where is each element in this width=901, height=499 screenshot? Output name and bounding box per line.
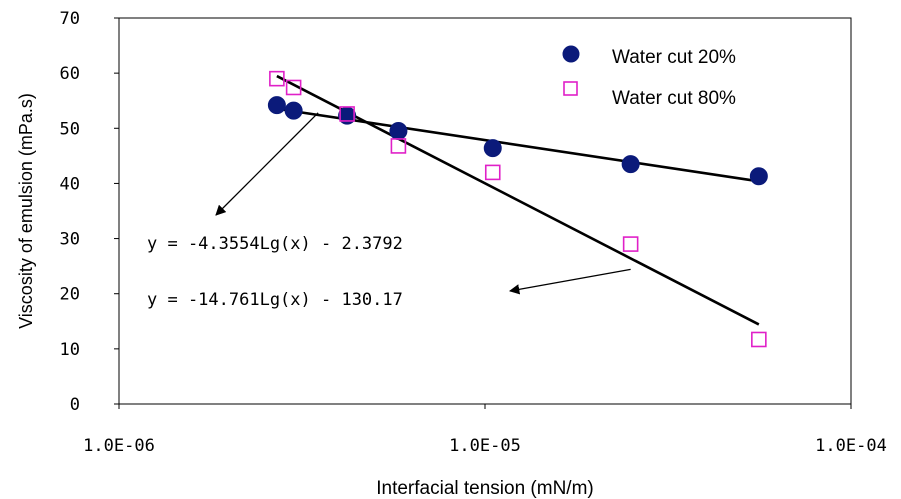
trendlines <box>276 74 760 326</box>
point-wc80 <box>269 70 285 87</box>
trendline-20 <box>276 107 760 183</box>
point-wc80 <box>339 106 355 122</box>
y-tick-label: 60 <box>60 64 80 84</box>
point-wc20 <box>284 101 303 120</box>
plot-area <box>118 17 852 405</box>
x-tick-label: 1.0E-06 <box>83 436 155 456</box>
y-tick-label: 30 <box>60 230 80 250</box>
legend: Water cut 20% Water cut 80% <box>562 45 736 109</box>
annotation-arrow-80 <box>508 268 631 295</box>
equation-label-80: y = -14.761Lg(x) - 130.17 <box>147 290 403 310</box>
x-axis-label: Interfacial tension (mN/m) <box>376 478 594 499</box>
x-axis: 1.0E-06 1.0E-05 1.0E-04 <box>83 404 887 456</box>
legend-marker-20 <box>562 45 580 63</box>
y-tick-label: 40 <box>60 174 80 194</box>
y-axis-label: Viscosity of emulsion (mPa.s) <box>16 93 36 329</box>
equation-annotations: y = -4.3554Lg(x) - 2.3792 y = -14.761Lg(… <box>147 112 631 310</box>
trendline-80 <box>276 74 760 326</box>
x-tick-label: 1.0E-05 <box>449 436 521 456</box>
legend-label-20: Water cut 20% <box>612 47 736 68</box>
point-wc80 <box>390 138 407 154</box>
point-wc80 <box>751 331 767 348</box>
y-tick-label: 20 <box>60 285 80 305</box>
y-tick-label: 0 <box>70 395 80 415</box>
plot-frame <box>118 17 852 405</box>
y-tick-label: 70 <box>60 9 80 29</box>
equation-label-20: y = -4.3554Lg(x) - 2.3792 <box>147 234 403 254</box>
data-points <box>267 70 768 348</box>
point-wc20 <box>483 139 502 158</box>
point-wc20 <box>621 155 640 174</box>
point-wc80 <box>622 236 639 252</box>
x-tick-label: 1.0E-04 <box>815 436 887 456</box>
point-wc80 <box>484 164 501 181</box>
y-tick-label: 10 <box>60 340 80 360</box>
point-wc80 <box>285 79 302 96</box>
y-axis: 0 10 20 30 40 50 60 70 <box>60 9 119 415</box>
point-wc20 <box>749 167 768 186</box>
legend-marker-80 <box>563 81 578 96</box>
point-wc20 <box>267 96 286 115</box>
legend-label-80: Water cut 80% <box>612 88 736 109</box>
point-wc20 <box>389 122 408 141</box>
y-tick-label: 50 <box>60 119 80 139</box>
annotation-arrow-20 <box>215 112 319 216</box>
